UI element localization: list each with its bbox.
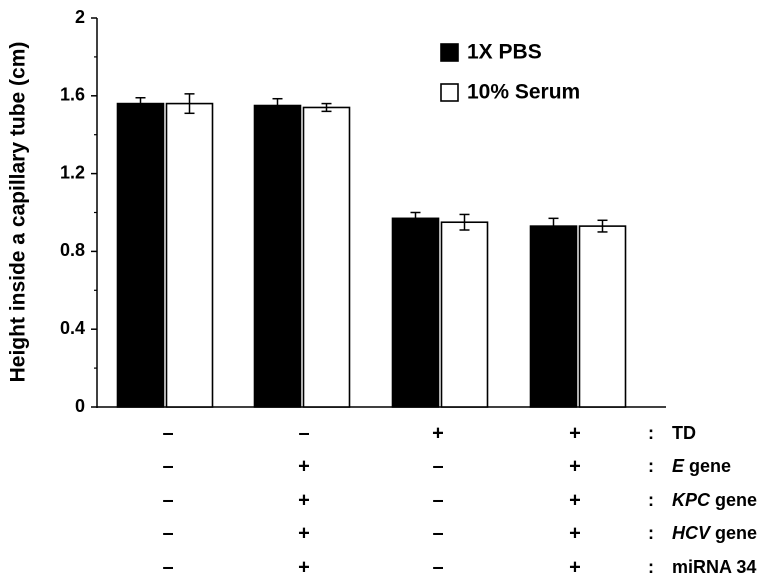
condition-sign: – bbox=[432, 455, 443, 477]
legend-swatch bbox=[440, 43, 459, 62]
condition-sign: + bbox=[569, 422, 581, 444]
condition-label-text: TD bbox=[672, 423, 696, 443]
y-axis-label: Height inside a capillary tube (cm) bbox=[7, 42, 30, 383]
condition-sign: + bbox=[298, 522, 310, 544]
condition-sign: – bbox=[162, 422, 173, 444]
condition-colon: : bbox=[648, 490, 654, 510]
condition-sign: + bbox=[569, 522, 581, 544]
condition-colon: : bbox=[648, 423, 654, 443]
y-tick-label: 0.8 bbox=[60, 240, 85, 260]
bars bbox=[116, 102, 627, 408]
legend-label: 10% Serum bbox=[467, 81, 580, 104]
condition-sign: – bbox=[432, 489, 443, 511]
condition-sign: + bbox=[569, 556, 581, 574]
bar-series-1 bbox=[116, 102, 165, 408]
condition-sign: + bbox=[432, 422, 444, 444]
y-tick-label: 0 bbox=[75, 396, 85, 416]
condition-sign: – bbox=[432, 556, 443, 574]
condition-colon: : bbox=[648, 523, 654, 543]
condition-label: miRNA 34 bbox=[672, 557, 756, 574]
condition-table: – – + +: TD – + – +: E gene – + – +: KPC gene – + – +: HCV … bbox=[162, 422, 757, 574]
bar-series-1 bbox=[529, 225, 578, 408]
bar-series-2 bbox=[302, 106, 351, 408]
condition-label-italic: E bbox=[672, 456, 685, 476]
condition-label-italic: HCV bbox=[672, 523, 712, 543]
condition-sign: + bbox=[298, 489, 310, 511]
bar-series-2 bbox=[578, 225, 627, 408]
condition-sign: – bbox=[298, 422, 309, 444]
bar-series-2 bbox=[440, 221, 489, 408]
condition-label: E gene bbox=[672, 456, 731, 476]
condition-label: KPC gene bbox=[672, 490, 757, 510]
condition-sign: + bbox=[569, 455, 581, 477]
condition-sign: – bbox=[162, 556, 173, 574]
y-tick-label: 0.4 bbox=[60, 318, 85, 338]
condition-sign: – bbox=[162, 522, 173, 544]
bar-series-1 bbox=[253, 104, 302, 408]
condition-label-text: gene bbox=[710, 523, 757, 543]
bar-series-2 bbox=[165, 102, 214, 408]
condition-colon: : bbox=[648, 557, 654, 574]
legend-swatch bbox=[440, 83, 459, 102]
condition-label-text: gene bbox=[710, 490, 757, 510]
condition-sign: – bbox=[162, 489, 173, 511]
condition-label: HCV gene bbox=[672, 523, 757, 543]
legend-label: 1X PBS bbox=[467, 41, 542, 64]
error-bars bbox=[135, 93, 608, 235]
y-tick-label: 1.2 bbox=[60, 162, 85, 182]
condition-sign: + bbox=[298, 556, 310, 574]
condition-label-text: gene bbox=[684, 456, 731, 476]
condition-sign: + bbox=[569, 489, 581, 511]
condition-label-text: miRNA 34 bbox=[672, 557, 756, 574]
condition-label-italic: KPC bbox=[672, 490, 711, 510]
y-tick-label: 1.6 bbox=[60, 85, 85, 105]
condition-sign: + bbox=[298, 455, 310, 477]
legend: 1X PBS 10% Serum bbox=[440, 41, 580, 104]
y-axis-ticks: 0 0.4 0.8 1.2 1.6 2 bbox=[60, 7, 97, 416]
condition-sign: – bbox=[432, 522, 443, 544]
bar-series-1 bbox=[391, 217, 440, 408]
y-tick-label: 2 bbox=[75, 7, 85, 27]
condition-label: TD bbox=[672, 423, 696, 443]
condition-sign: – bbox=[162, 455, 173, 477]
condition-colon: : bbox=[648, 456, 654, 476]
